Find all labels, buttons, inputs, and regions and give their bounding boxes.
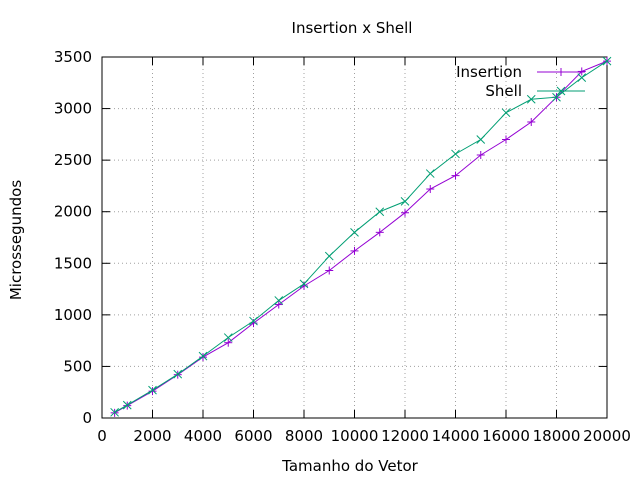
legend-label: Insertion <box>456 63 522 81</box>
data-point <box>602 56 612 66</box>
data-point <box>223 333 233 342</box>
legend-entry-shell: Shell <box>485 82 585 100</box>
data-point <box>325 266 334 275</box>
data-point <box>199 353 207 362</box>
x-tick-label: 2000 <box>133 427 171 445</box>
data-point-stroke <box>501 108 511 118</box>
data-point <box>299 279 309 289</box>
legend-label: Shell <box>485 82 522 100</box>
chart-title: Insertion x Shell <box>292 19 413 37</box>
data-point-stroke <box>122 400 132 410</box>
legend-entry-insertion: Insertion <box>456 63 585 81</box>
data-point <box>502 135 510 144</box>
data-point <box>401 208 409 217</box>
series-group <box>110 56 612 417</box>
grid <box>102 57 607 418</box>
data-point <box>173 369 183 379</box>
y-axis-title: Microssegundos <box>7 180 25 300</box>
y-tick-label: 500 <box>63 357 92 375</box>
x-tick-label: 8000 <box>285 427 323 445</box>
x-axis-title: Tamanho do Vetor <box>281 457 418 475</box>
data-point <box>324 251 334 261</box>
data-point <box>476 150 485 159</box>
data-point-stroke <box>299 279 309 289</box>
data-point-stroke <box>400 197 410 206</box>
y-tick-label: 1500 <box>54 254 92 272</box>
series-insertion <box>110 57 611 417</box>
data-point <box>552 92 561 102</box>
data-point <box>110 407 119 417</box>
data-point-stroke <box>110 407 119 417</box>
x-tick-label: 6000 <box>234 427 272 445</box>
data-point <box>375 207 385 217</box>
x-tick-label: 20000 <box>583 427 631 445</box>
data-point <box>476 135 486 144</box>
data-point <box>426 185 435 194</box>
series-line <box>114 60 608 414</box>
data-point <box>274 296 284 305</box>
data-point <box>148 387 157 396</box>
x-tick-label: 18000 <box>533 427 581 445</box>
data-point <box>375 228 384 237</box>
axis-ticks: 0 500 1000 1500 2000 2500 3000 3500 0 2000 4000 600… <box>54 48 631 445</box>
data-point <box>274 300 283 309</box>
data-point <box>425 169 435 178</box>
data-point-stroke <box>552 92 561 102</box>
y-tick-label: 0 <box>82 409 92 427</box>
y-tick-label: 1000 <box>54 306 92 324</box>
x-tick-label: 12000 <box>381 427 429 445</box>
data-point <box>451 171 460 180</box>
data-point <box>501 108 511 118</box>
data-point <box>557 68 565 76</box>
data-point-stroke <box>476 135 486 144</box>
data-point <box>249 316 258 326</box>
data-point <box>527 117 536 126</box>
data-point <box>400 197 410 206</box>
data-point <box>122 400 132 410</box>
data-point-stroke <box>324 251 334 261</box>
x-tick-label: 14000 <box>432 427 480 445</box>
data-point-stroke <box>526 94 536 104</box>
series-line <box>114 60 608 413</box>
y-tick-label: 3000 <box>54 100 92 118</box>
data-point <box>451 149 460 159</box>
data-point-stroke <box>223 333 233 342</box>
data-point-stroke <box>148 385 157 395</box>
data-point-stroke <box>274 296 284 305</box>
data-point <box>198 351 208 361</box>
data-point-stroke <box>375 207 385 217</box>
data-point <box>526 94 536 104</box>
data-point-stroke <box>451 149 460 159</box>
data-point <box>350 246 359 255</box>
y-tick-label: 2500 <box>54 151 92 169</box>
y-tick-label: 3500 <box>54 48 92 66</box>
data-point <box>577 67 586 76</box>
data-point-stroke <box>350 227 359 237</box>
x-tick-label: 0 <box>97 427 107 445</box>
data-point <box>577 73 587 82</box>
data-point-stroke <box>198 351 208 361</box>
x-tick-label: 4000 <box>184 427 222 445</box>
data-point <box>148 385 157 395</box>
x-tick-label: 10000 <box>331 427 379 445</box>
data-point-stroke <box>577 73 587 82</box>
data-point-stroke <box>602 56 612 66</box>
data-point-stroke <box>556 86 566 96</box>
data-point <box>556 86 566 96</box>
y-tick-label: 2000 <box>54 203 92 221</box>
data-point-stroke <box>425 169 435 178</box>
series-shell <box>110 56 612 417</box>
data-point <box>224 338 233 347</box>
data-point-stroke <box>173 369 183 379</box>
data-point-stroke <box>249 316 258 326</box>
data-point <box>350 227 359 237</box>
x-tick-label: 16000 <box>482 427 530 445</box>
